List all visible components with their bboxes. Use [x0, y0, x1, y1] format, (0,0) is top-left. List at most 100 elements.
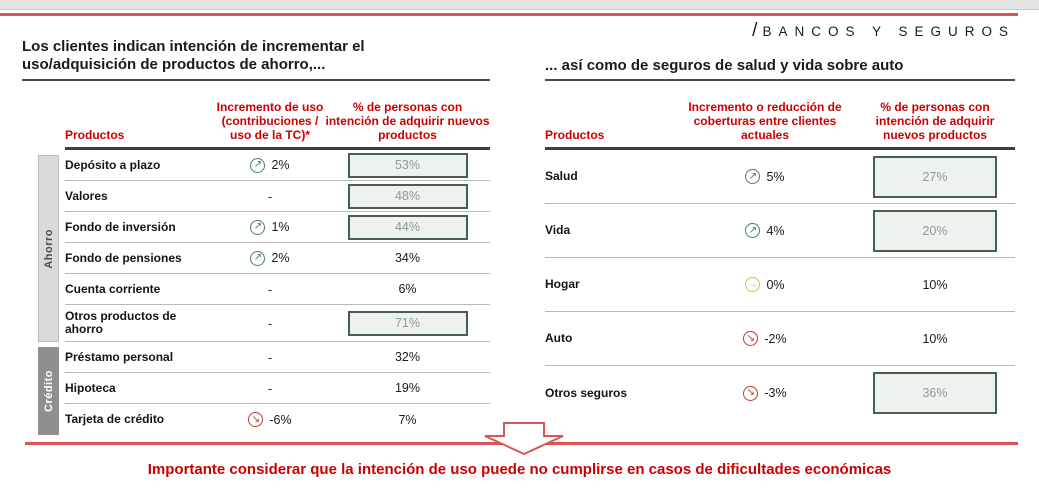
table-row: Vida ↗ 4% 20%: [545, 204, 1015, 258]
product-name: Hogar: [545, 277, 580, 291]
change-cell: -: [215, 350, 325, 365]
footer-message: Importante considerar que la intención d…: [147, 461, 892, 478]
trend-up-icon: ↗: [250, 250, 266, 266]
group-label-text: Ahorro: [42, 228, 55, 269]
product-name: Otros seguros: [545, 385, 628, 400]
change-cell: -: [215, 189, 325, 204]
change-value: 5%: [766, 169, 785, 184]
intent-value: 34%: [394, 251, 421, 265]
group-label-text: Crédito: [42, 370, 55, 412]
intent-value: 7%: [398, 412, 417, 427]
column-header-intent: % de personas con intención de adquirir …: [325, 100, 490, 142]
intent-value: 20%: [873, 209, 997, 252]
down-arrow-icon: [484, 422, 564, 456]
change-value: -2%: [764, 331, 787, 346]
logo-slash-icon: /: [752, 20, 758, 41]
intent-value: 19%: [394, 381, 421, 395]
intent-value: 44%: [347, 214, 468, 240]
trend-up-icon: ↗: [250, 219, 266, 235]
product-name: Otros productos de ahorro: [65, 309, 177, 336]
intent-value: 48%: [347, 183, 468, 209]
product-name: Vida: [545, 223, 571, 237]
top-bar: [0, 0, 1039, 10]
change-value: 0%: [766, 277, 785, 292]
savings-credit-table: Ahorro Crédito Productos Incremento de u…: [38, 98, 490, 435]
intent-value: 53%: [347, 152, 468, 178]
table-row: Otros seguros ↘ -3% 36%: [545, 366, 1015, 420]
intent-cell: 44%: [325, 214, 490, 240]
trend-down-icon: ↘: [743, 331, 759, 346]
column-header-change: Incremento de uso (contribuciones / uso …: [216, 100, 324, 142]
intent-cell: 10%: [855, 278, 1015, 292]
intent-value: 27%: [873, 155, 997, 198]
column-header-intent: % de personas con intención de adquirir …: [875, 100, 995, 142]
change-cell: ↗ 1%: [215, 219, 325, 235]
change-value: -: [267, 281, 273, 297]
logo-text: BANCOS Y SEGUROS: [762, 23, 1015, 39]
intent-cell: 36%: [855, 372, 1015, 414]
change-value: 4%: [766, 223, 785, 238]
table-row: Auto ↘ -2% 10%: [545, 312, 1015, 366]
change-value: 1%: [271, 220, 290, 234]
intent-value: 10%: [922, 331, 948, 346]
intent-cell: 19%: [325, 381, 490, 395]
insurance-table-header: Productos Incremento o reducción de cobe…: [545, 98, 1015, 150]
intent-cell: 27%: [855, 155, 1015, 198]
change-value: -6%: [269, 412, 292, 427]
change-cell: ↗ 2%: [215, 250, 325, 266]
insurance-table: Productos Incremento o reducción de cobe…: [545, 98, 1015, 420]
intent-cell: 20%: [855, 209, 1015, 252]
change-value: -: [267, 349, 273, 365]
table-row: Fondo de pensiones ↗ 2% 34%: [65, 243, 490, 274]
change-cell: -: [215, 316, 325, 331]
table-row: Valores - 48%: [65, 181, 490, 212]
column-header-product: Productos: [65, 128, 125, 142]
change-cell: ↗ 5%: [675, 169, 855, 184]
change-cell: -: [215, 381, 325, 396]
table-row: Fondo de inversión ↗ 1% 44%: [65, 212, 490, 243]
intent-value: 10%: [922, 277, 948, 292]
left-panel-title: Los clientes indican intención de increm…: [22, 38, 490, 81]
intent-cell: 53%: [325, 152, 490, 178]
savings-table-header: Productos Incremento de uso (contribucio…: [65, 98, 490, 150]
table-row: Otros productos de ahorro - 71%: [65, 305, 490, 342]
top-red-divider: [0, 13, 1018, 16]
insurance-table-body: Salud ↗ 5% 27% Vida ↗ 4% 20% Hogar → 0% 10% Auto ↘ -2%…: [545, 150, 1015, 420]
table-row: Cuenta corriente - 6%: [65, 274, 490, 305]
trend-up-icon: ↗: [745, 223, 761, 238]
change-value: 2%: [271, 251, 290, 265]
product-name: Salud: [545, 169, 578, 183]
change-cell: ↗ 4%: [675, 223, 855, 238]
column-header-product: Productos: [545, 128, 605, 142]
group-label-credito: Crédito: [38, 347, 59, 435]
column-header-change: Incremento o reducción de coberturas ent…: [688, 100, 842, 142]
intent-value: 71%: [347, 310, 468, 336]
product-name: Depósito a plazo: [65, 157, 161, 172]
intent-cell: 10%: [855, 332, 1015, 346]
table-row: Hipoteca - 19%: [65, 373, 490, 404]
product-name: Auto: [545, 331, 573, 345]
intent-cell: 71%: [325, 310, 490, 336]
product-name: Tarjeta de crédito: [65, 412, 165, 426]
table-row: Depósito a plazo ↗ 2% 53%: [65, 150, 490, 181]
change-value: -3%: [764, 386, 787, 400]
product-name: Hipoteca: [65, 380, 116, 395]
intent-cell: 7%: [325, 413, 490, 427]
intent-value: 6%: [398, 282, 417, 296]
change-cell: ↗ 2%: [215, 157, 325, 173]
trend-down-icon: ↘: [743, 385, 759, 401]
table-row: Salud ↗ 5% 27%: [545, 150, 1015, 204]
change-cell: → 0%: [675, 277, 855, 292]
product-name: Fondo de pensiones: [65, 250, 182, 265]
group-label-ahorro: Ahorro: [38, 155, 59, 342]
trend-down-icon: ↘: [248, 412, 264, 427]
change-cell: ↘ -2%: [675, 331, 855, 346]
change-value: -: [267, 315, 273, 331]
intent-cell: 34%: [325, 251, 490, 265]
change-value: -: [267, 380, 273, 396]
intent-value: 36%: [873, 372, 997, 414]
change-value: -: [267, 188, 273, 204]
table-row: Tarjeta de crédito ↘ -6% 7%: [65, 404, 490, 435]
change-cell: -: [215, 282, 325, 297]
